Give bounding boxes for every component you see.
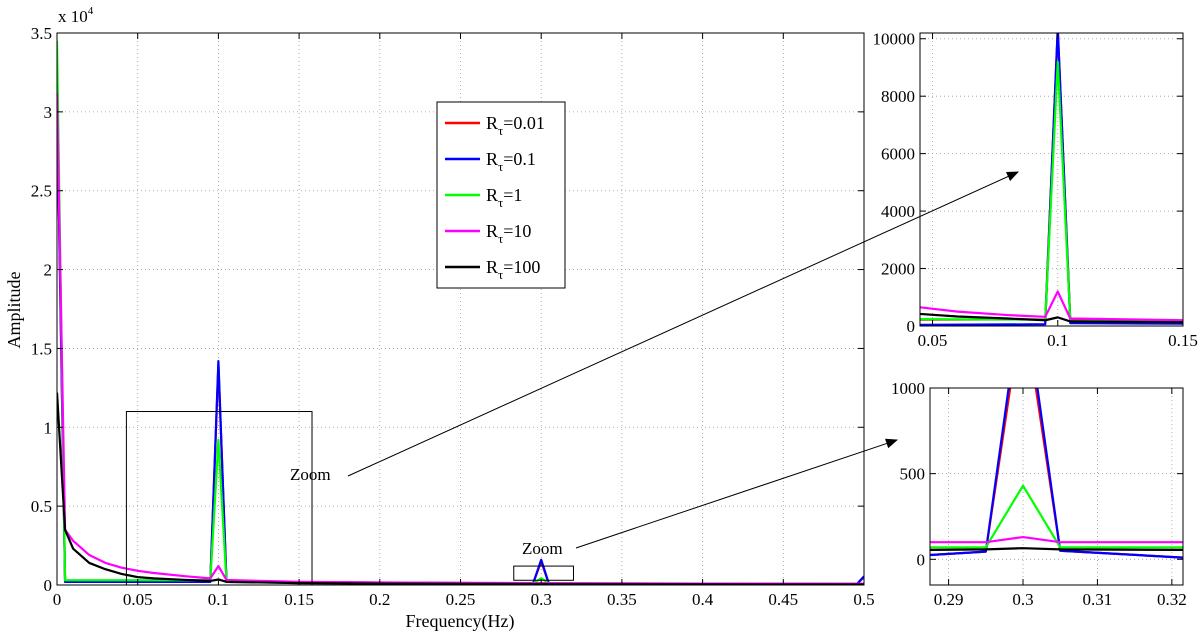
legend-label: Rτ=0.01 — [486, 113, 545, 138]
zoom-plot-0.3hz: 0.29 0.3 0.31 0.32 0 500 1000 — [891, 379, 1187, 609]
y-tick-label: 4000 — [881, 202, 915, 221]
y-tick-label: 500 — [900, 465, 926, 484]
x-tick-label: 0.05 — [123, 590, 153, 609]
legend-entry: Rτ=0.1 — [445, 149, 536, 174]
series-line — [930, 388, 1183, 559]
legend-label: Rτ=0.1 — [486, 149, 536, 174]
x-tick-label: 0.25 — [446, 590, 476, 609]
zoom-annotations — [125, 411, 574, 586]
x-tick-label: 0.45 — [768, 590, 798, 609]
x-tick-label: 0.3 — [1012, 590, 1033, 609]
legend-entry: Rτ=1 — [445, 185, 522, 210]
x-tick-label: 0.1 — [1047, 331, 1068, 350]
zoom-plot-0.1hz: 0.05 0.1 0.15 0 2000 4000 6000 8000 10000 — [873, 30, 1198, 350]
x-tick-label: 0.2 — [369, 590, 390, 609]
y-tick-label: 2000 — [881, 260, 915, 279]
x-tick-label: 0.05 — [918, 331, 948, 350]
main-xlabel: Frequency(Hz) — [406, 611, 515, 632]
zoom-arrow-2 — [575, 438, 898, 549]
y-tick-label: 1 — [44, 418, 53, 437]
y-tick-label: 3.5 — [31, 24, 52, 43]
y-tick-label: 8000 — [881, 87, 915, 106]
legend-label: Rτ=1 — [486, 185, 522, 210]
series-line — [930, 484, 1183, 549]
x-tick-label: 0.15 — [1168, 331, 1198, 350]
plot-frame — [919, 32, 1184, 327]
series-line — [920, 312, 1183, 324]
legend-entry: Rτ=0.01 — [445, 113, 545, 138]
y-tick-label: 2.5 — [31, 182, 52, 201]
y-tick-label: 0 — [44, 576, 53, 595]
y-tick-label: 1.5 — [31, 339, 52, 358]
series-line — [920, 33, 1183, 326]
x-tick-label: 0.5 — [853, 590, 874, 609]
y-tick-label: 3 — [44, 103, 53, 122]
y-tick-label: 10000 — [873, 30, 916, 49]
x-tick-label: 0.15 — [284, 590, 314, 609]
series-line — [930, 535, 1183, 544]
y-tick-label: 0 — [917, 550, 926, 569]
y-tick-label: 2 — [44, 261, 53, 280]
x-tick-label: 0.4 — [692, 590, 714, 609]
zoom-arrow-1 — [347, 171, 1019, 477]
plot-frame — [929, 387, 1184, 586]
x-tick-label: 0.29 — [934, 590, 964, 609]
legend-entry: Rτ=100 — [445, 257, 540, 282]
y-tick-label: 6000 — [881, 145, 915, 164]
zoom-box — [513, 565, 574, 581]
y-tick-label: 0 — [907, 317, 916, 336]
legend-label: Rτ=10 — [486, 221, 531, 246]
series-line — [920, 290, 1183, 322]
x-tick-label: 0.3 — [531, 590, 552, 609]
main-y-multiplier: x 104 — [58, 5, 94, 26]
x-tick-label: 0.35 — [607, 590, 637, 609]
legend-label: Rτ=100 — [486, 257, 540, 282]
y-tick-label: 0.5 — [31, 497, 52, 516]
legend-entry: Rτ=10 — [445, 221, 531, 246]
x-tick-label: 0 — [53, 590, 62, 609]
series-line — [930, 547, 1183, 551]
series-line — [57, 392, 864, 585]
y-tick-label: 1000 — [891, 379, 925, 398]
x-tick-label: 0.32 — [1157, 590, 1187, 609]
zoom-label-2: Zoom — [522, 539, 563, 558]
main-ylabel: Amplitude — [4, 271, 24, 348]
x-tick-label: 0.31 — [1083, 590, 1113, 609]
zoom-box — [125, 411, 313, 586]
zoom-label-1: Zoom — [290, 465, 331, 484]
x-tick-label: 0.1 — [208, 590, 229, 609]
legend: Rτ=0.01 Rτ=0.1 Rτ=1 Rτ=10 Rτ=100 — [436, 101, 566, 289]
